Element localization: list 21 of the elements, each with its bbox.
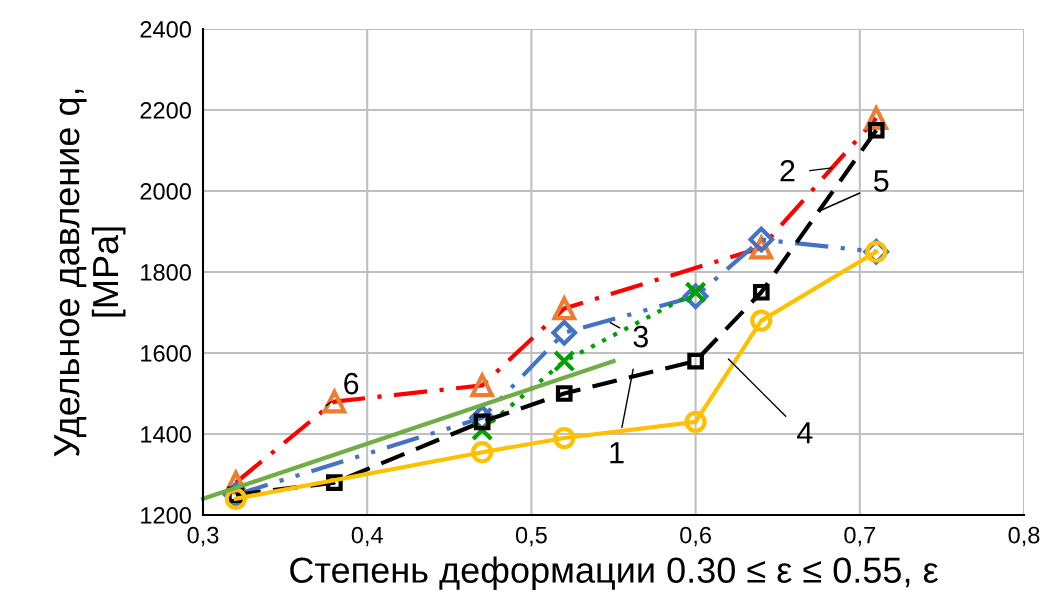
y-tick-label: 1800 — [141, 264, 191, 281]
annotation: 2 — [780, 160, 795, 182]
x-tick-label: 0,7 — [844, 526, 876, 547]
y-tick-label: 2200 — [140, 102, 191, 119]
annotation: 1 — [610, 442, 624, 464]
y-axis-title: Удельное давление q, [MPa] — [54, 89, 126, 457]
annotation: 5 — [873, 170, 889, 192]
annotation: 4 — [797, 422, 813, 444]
y-tick-label: 1600 — [141, 345, 191, 362]
y-tick-label: 2400 — [140, 21, 191, 38]
annotation: 6 — [344, 372, 359, 395]
x-tick-label: 0,4 — [351, 526, 383, 547]
x-tick-label: 0,6 — [680, 526, 711, 547]
x-tick-label: 0,8 — [1008, 526, 1040, 547]
y-tick-label: 1400 — [141, 426, 191, 443]
y-tick-label: 2000 — [140, 183, 191, 200]
x-tick-label: 0,3 — [187, 526, 219, 547]
x-axis-title: Степень деформации 0.30 ≤ ε ≤ 0.55, ε — [290, 556, 938, 591]
x-tick-label: 0,5 — [515, 526, 547, 547]
y-tick-label: 1200 — [141, 507, 191, 524]
annotation: 3 — [633, 325, 648, 348]
